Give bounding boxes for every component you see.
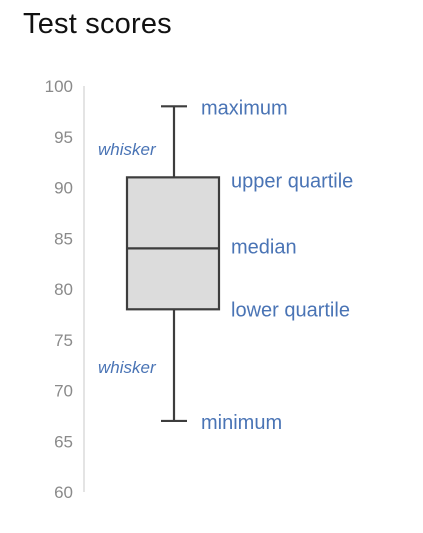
y-tick-label: 65	[54, 432, 73, 451]
y-tick-label: 90	[54, 179, 73, 198]
y-tick-label: 95	[54, 128, 73, 147]
chart-title: Test scores	[23, 8, 172, 40]
annotations: maximum upper quartile median lower quartil…	[98, 97, 353, 434]
maximum-label: maximum	[201, 97, 288, 119]
interquartile-box	[125, 176, 221, 311]
y-tick-label: 80	[54, 280, 73, 299]
minimum-label: minimum	[201, 412, 282, 434]
y-tick-label: 100	[45, 77, 73, 96]
y-tick-label: 70	[54, 382, 73, 401]
y-tick-label: 75	[54, 331, 73, 350]
median-label: median	[231, 236, 297, 258]
upper-quartile-label: upper quartile	[231, 170, 353, 192]
y-axis: 60 65 70 75 80 85 90 95 100	[45, 77, 85, 502]
lower-whisker-label: whisker	[98, 358, 157, 377]
lower-quartile-label: lower quartile	[231, 299, 350, 321]
box-plot	[125, 105, 221, 423]
upper-whisker-label: whisker	[98, 140, 157, 159]
y-tick-label: 85	[54, 229, 73, 248]
y-tick-label: 60	[54, 483, 73, 502]
